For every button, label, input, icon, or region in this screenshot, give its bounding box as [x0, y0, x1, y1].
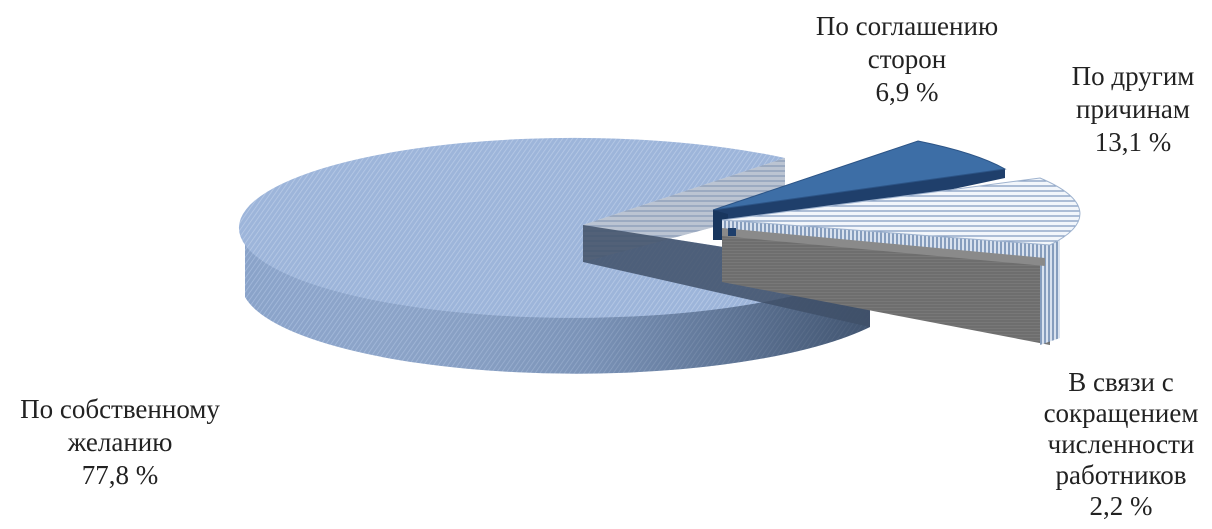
slice-sobstvennoe-zhelanie	[238, 137, 870, 374]
label-line: По другим	[1071, 61, 1195, 91]
label-sokrashchenie: В связи с сокращением численности работн…	[1030, 367, 1212, 522]
slice-sokrashchenie	[722, 228, 1060, 345]
label-value: 2,2 %	[1089, 491, 1153, 521]
label-po-soglasheniyu: По соглашению сторон 6,9 %	[800, 10, 1014, 109]
label-line: работников	[1055, 460, 1187, 490]
label-line: В связи с	[1068, 367, 1174, 397]
label-line: По соглашению	[815, 11, 999, 41]
label-sobstvennoe-zhelanie: По собственному желанию 77,8 %	[6, 393, 234, 492]
label-line: По собственному	[20, 394, 220, 424]
label-line: сторон	[867, 44, 947, 74]
label-value: 77,8 %	[81, 460, 159, 490]
label-line: сокращением	[1043, 398, 1199, 428]
label-value: 13,1 %	[1094, 127, 1172, 157]
label-line: причинам	[1076, 94, 1190, 124]
label-value: 6,9 %	[875, 77, 939, 107]
label-line: численности	[1047, 429, 1195, 459]
label-line: желанию	[67, 427, 173, 457]
label-po-drugim-prichinam: По другим причинам 13,1 %	[1058, 60, 1208, 159]
